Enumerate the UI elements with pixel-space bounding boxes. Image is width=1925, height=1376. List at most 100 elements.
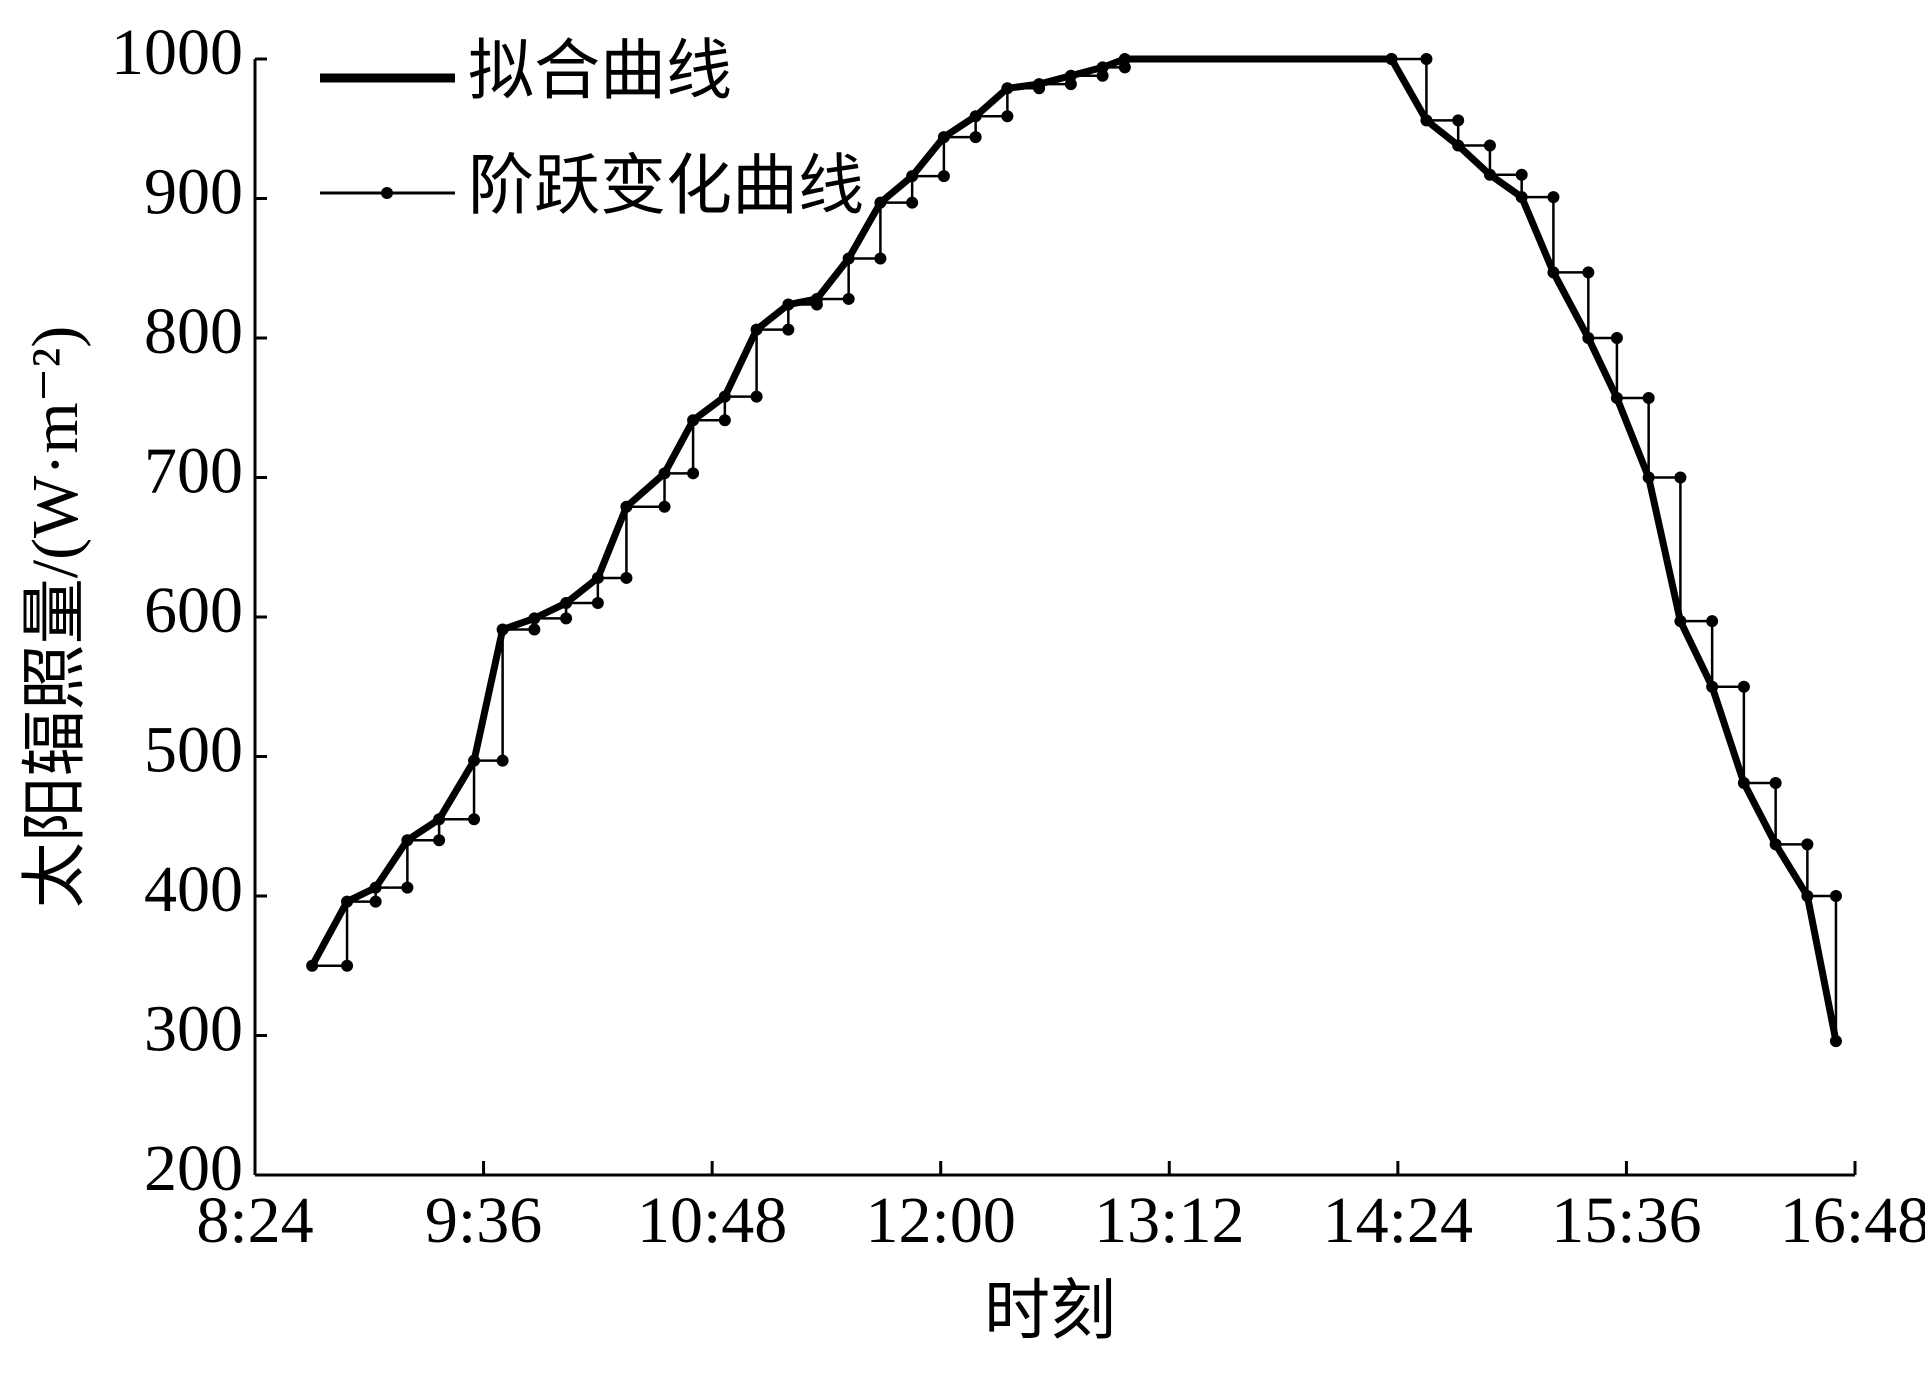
step-point [1801, 890, 1814, 902]
step-point [496, 754, 509, 767]
step-point [1096, 61, 1109, 74]
legend-label: 阶跃变化曲线 [468, 150, 864, 223]
step-point [687, 467, 700, 480]
step-point [874, 196, 887, 209]
step-point [591, 597, 604, 610]
y-tick-label: 400 [144, 853, 243, 926]
step-point [1452, 114, 1465, 127]
legend-label: 拟合曲线 [468, 35, 732, 108]
step-point [1769, 838, 1782, 851]
y-tick-label: 800 [144, 295, 243, 368]
step-point [658, 467, 671, 480]
step-point [1452, 139, 1465, 152]
step-point [1610, 332, 1623, 344]
step-point [1064, 69, 1077, 82]
step-point [782, 298, 795, 311]
step-point [842, 252, 855, 265]
step-point [687, 414, 700, 427]
step-point [810, 292, 823, 305]
x-tick-label: 9:36 [425, 1184, 542, 1257]
step-point [369, 881, 382, 894]
y-tick-label: 600 [144, 574, 243, 647]
step-point [906, 196, 919, 209]
step-point [1610, 391, 1623, 404]
step-point [341, 959, 354, 972]
step-point [1547, 191, 1560, 204]
step-point [591, 571, 604, 584]
step-point [1420, 114, 1433, 127]
y-tick-label: 900 [144, 156, 243, 229]
y-tick-label: 1000 [111, 16, 243, 89]
step-point [1674, 471, 1687, 484]
step-point [620, 571, 633, 584]
x-tick-label: 15:36 [1551, 1184, 1701, 1257]
step-point [1515, 191, 1528, 204]
step-point [1642, 471, 1655, 484]
step-point [1420, 53, 1433, 65]
step-point [1829, 890, 1842, 902]
step-point [1118, 53, 1131, 65]
step-point [969, 131, 982, 144]
step-point [468, 813, 481, 826]
step-point [341, 895, 354, 908]
step-point [468, 754, 481, 767]
step-point [620, 500, 633, 513]
step-point [1706, 615, 1719, 628]
step-point [496, 623, 509, 636]
x-axis-title: 时刻 [984, 1275, 1116, 1348]
step-point [937, 170, 950, 183]
step-point [937, 131, 950, 144]
y-tick-label: 500 [144, 714, 243, 787]
step-point [528, 623, 541, 636]
x-tick-label: 12:00 [866, 1184, 1016, 1257]
step-point [874, 252, 887, 265]
step-point [1769, 777, 1782, 790]
step-point [906, 170, 919, 183]
step-point [1706, 680, 1719, 693]
step-point [560, 612, 573, 625]
step-point [1001, 82, 1014, 95]
step-point [1582, 332, 1595, 344]
step-point [1483, 139, 1496, 152]
step-point [658, 500, 671, 513]
step-point [1829, 1035, 1842, 1048]
y-tick-label: 200 [144, 1132, 243, 1205]
step-point [1385, 53, 1398, 65]
step-point [842, 292, 855, 305]
step-point [1547, 266, 1560, 279]
step-point [782, 323, 795, 336]
y-tick-label: 300 [144, 993, 243, 1066]
x-tick-label: 16:48 [1780, 1184, 1925, 1257]
step-point [750, 390, 763, 403]
step-point [718, 414, 731, 427]
step-point [1096, 69, 1109, 82]
step-point [1642, 391, 1655, 404]
step-point [1582, 266, 1595, 279]
x-tick-label: 8:24 [196, 1184, 313, 1257]
step-point [1737, 777, 1750, 790]
step-point [750, 323, 763, 336]
step-point [560, 597, 573, 610]
step-point [1033, 78, 1046, 91]
x-tick-label: 14:24 [1323, 1184, 1473, 1257]
legend-marker [381, 187, 393, 199]
step-point [1515, 168, 1528, 181]
step-point [718, 390, 731, 403]
step-point [433, 834, 446, 847]
step-point [969, 110, 982, 123]
step-point [369, 895, 382, 908]
step-point [401, 881, 414, 894]
step-point [528, 612, 541, 625]
step-point [1118, 61, 1131, 74]
step-point [1674, 615, 1687, 628]
step-point [1001, 110, 1014, 123]
step-point [306, 959, 319, 972]
step-point [1483, 168, 1496, 181]
y-tick-label: 700 [144, 435, 243, 508]
y-axis-title: 太阳辐照量/(W·m⁻²) [19, 326, 92, 909]
x-tick-label: 13:12 [1094, 1184, 1244, 1257]
x-tick-label: 10:48 [637, 1184, 787, 1257]
step-point [1064, 78, 1077, 91]
step-point [401, 834, 414, 847]
